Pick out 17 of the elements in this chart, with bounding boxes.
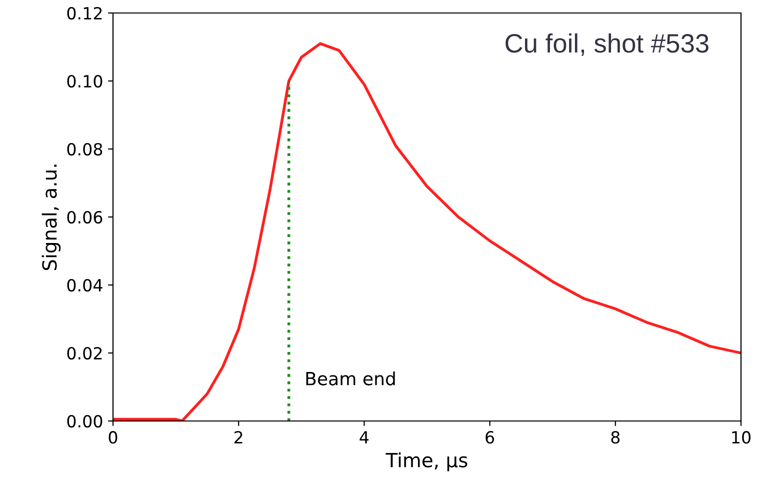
y-axis-title: Signal, a.u. [42,164,61,270]
x-tick-label: 2 [234,431,242,444]
x-axis-title: Time, μs [386,452,468,472]
y-tick-label: 0.02 [67,346,102,360]
x-tick-label: 4 [360,431,369,444]
y-tick-label: 0.00 [67,414,102,428]
x-tick-label: 6 [486,431,494,444]
x-tick-label: 10 [732,431,750,444]
y-tick-label: 0.10 [67,74,102,88]
annotation: Beam end [306,371,395,386]
y-tick-label: 0.04 [67,278,102,292]
annotation: Cu foil, shot #533 [506,33,708,56]
x-tick-label: 8 [611,431,620,444]
x-tick-label: 0 [108,431,118,444]
y-tick-label: 0.12 [67,6,102,20]
y-tick-label: 0.06 [67,210,102,224]
y-tick-label: 0.08 [67,142,102,156]
